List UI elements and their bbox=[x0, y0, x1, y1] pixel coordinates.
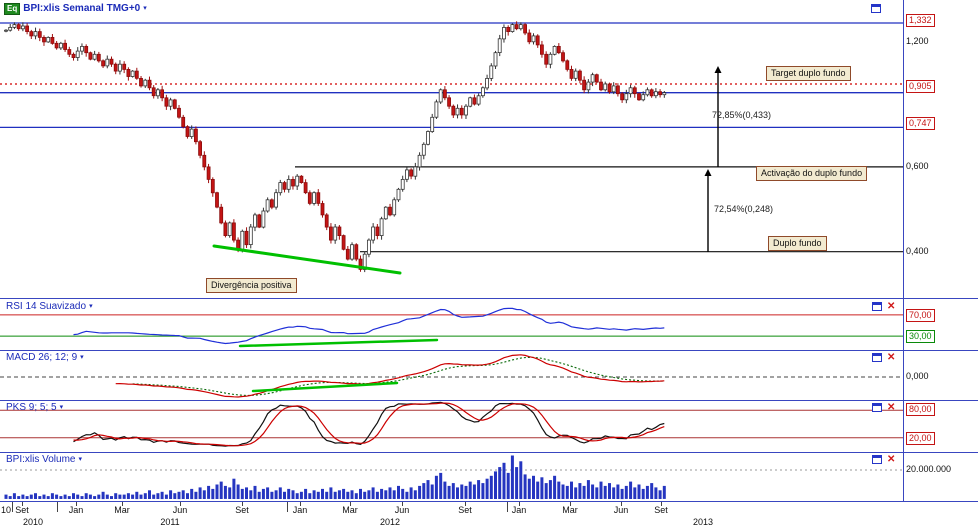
axis-month-label: Mar bbox=[114, 505, 130, 515]
axis-tick bbox=[180, 502, 181, 506]
price-panel-restore-button[interactable] bbox=[871, 4, 881, 13]
scale-label: 0,400 bbox=[906, 246, 929, 256]
chevron-down-icon: ▾ bbox=[80, 354, 84, 361]
rsi-panel-title: RSI 14 Suavizado bbox=[6, 301, 87, 312]
pks-panel-restore-button[interactable] bbox=[872, 403, 882, 412]
candlestick-series bbox=[4, 21, 667, 273]
axis-month-label: Set bbox=[15, 505, 29, 515]
time-axis: 10 Set Jan Mar Jun Set Jan Mar Jun Set Jan Mar Jun Se… bbox=[0, 502, 978, 529]
scale-label: 20,00 bbox=[906, 432, 935, 445]
scale-label: 30,00 bbox=[906, 330, 935, 343]
macd-panel-header[interactable]: MACD 26; 12; 9 ▾ bbox=[6, 352, 84, 364]
axis-month-label: Jan bbox=[511, 505, 527, 515]
axis-month-label: Mar bbox=[342, 505, 358, 515]
axis-month-label: Mar bbox=[562, 505, 578, 515]
annotation-divergence[interactable]: Divergência positiva bbox=[206, 278, 297, 293]
macd-line bbox=[115, 354, 665, 398]
axis-year-label: 2010 bbox=[22, 517, 44, 527]
annotation-fib-lower[interactable]: 72,54%(0,248) bbox=[714, 204, 774, 214]
axis-month-label: Jan bbox=[292, 505, 308, 515]
axis-tick bbox=[570, 502, 571, 506]
scale-label: 1,332 bbox=[906, 14, 935, 27]
pks-panel-header[interactable]: PKS 9; 5; 5 ▾ bbox=[6, 402, 63, 414]
scale-label: 0,600 bbox=[906, 161, 929, 171]
axis-month-label: Jan bbox=[68, 505, 84, 515]
annotation-activation[interactable]: Activação do duplo fundo bbox=[756, 166, 868, 181]
volume-panel-restore-button[interactable] bbox=[872, 455, 882, 464]
pks-panel-close-icon[interactable]: ✕ bbox=[887, 402, 896, 413]
axis-tick bbox=[122, 502, 123, 506]
annotation-double-bottom[interactable]: Duplo fundo bbox=[768, 236, 827, 251]
chevron-down-icon: ▾ bbox=[59, 404, 64, 411]
price-scale-column: 1,332 1,200 0,905 0,747 0,600 0,400 70,00 30,00… bbox=[904, 0, 978, 501]
rsi-panel-close-icon[interactable]: ✕ bbox=[887, 301, 896, 312]
pks-k-line bbox=[73, 401, 665, 447]
axis-month-label: Set bbox=[654, 505, 668, 515]
axis-tick bbox=[22, 502, 23, 506]
price-panel-header[interactable]: Eq BPI:xlis Semanal TMG+0 ▾ bbox=[4, 3, 147, 15]
axis-tick bbox=[76, 502, 77, 506]
volume-panel-close-icon[interactable]: ✕ bbox=[887, 454, 896, 465]
volume-panel-header[interactable]: BPI:xlis Volume ▾ bbox=[6, 454, 82, 466]
axis-month-label: Jun bbox=[613, 505, 629, 515]
axis-tick bbox=[661, 502, 662, 506]
axis-tick bbox=[519, 502, 520, 506]
axis-tick bbox=[465, 502, 466, 506]
rsi-panel-restore-button[interactable] bbox=[872, 302, 882, 311]
axis-year-separator bbox=[57, 502, 58, 512]
scale-label: 20.000.000 bbox=[906, 464, 952, 474]
axis-year-separator bbox=[287, 502, 288, 512]
volume-panel-title: BPI:xlis Volume bbox=[6, 454, 76, 465]
axis-year-label: 2013 bbox=[692, 517, 714, 527]
axis-year-label: 2012 bbox=[379, 517, 401, 527]
axis-tick bbox=[350, 502, 351, 506]
axis-year-label: 2011 bbox=[160, 517, 180, 527]
axis-year-separator bbox=[507, 502, 508, 512]
scale-label: 0,000 bbox=[906, 371, 929, 381]
instrument-type-badge: Eq bbox=[4, 3, 21, 15]
axis-month-label: 10 bbox=[0, 505, 12, 515]
chevron-down-icon: ▾ bbox=[143, 5, 147, 12]
scale-label: 0,747 bbox=[906, 117, 935, 130]
scale-label: 70,00 bbox=[906, 309, 935, 322]
axis-month-label: Set bbox=[235, 505, 249, 515]
axis-tick bbox=[300, 502, 301, 506]
axis-tick bbox=[242, 502, 243, 506]
axis-month-label: Jun bbox=[394, 505, 410, 515]
trendline-annotations[interactable] bbox=[212, 244, 439, 393]
axis-tick bbox=[402, 502, 403, 506]
pks-d-line bbox=[73, 402, 665, 447]
axis-tick bbox=[621, 502, 622, 506]
macd-panel-title: MACD 26; 12; 9 bbox=[6, 352, 78, 363]
axis-month-label: Set bbox=[458, 505, 472, 515]
macd-panel-close-icon[interactable]: ✕ bbox=[887, 352, 896, 363]
chevron-down-icon: ▾ bbox=[89, 303, 93, 310]
axis-month-label: Jun bbox=[172, 505, 188, 515]
axis-year-separator bbox=[12, 502, 13, 512]
pks-panel-title: PKS 9; 5; 5 bbox=[6, 402, 57, 413]
macd-panel-restore-button[interactable] bbox=[872, 353, 882, 362]
scale-label: 80,00 bbox=[906, 403, 935, 416]
scale-label: 0,905 bbox=[906, 80, 935, 93]
macd-signal-line bbox=[132, 356, 665, 396]
rsi-panel-header[interactable]: RSI 14 Suavizado ▾ bbox=[6, 301, 93, 313]
price-panel-title: BPI:xlis Semanal TMG+0 bbox=[23, 3, 141, 14]
chevron-down-icon: ▾ bbox=[78, 456, 82, 463]
annotation-target[interactable]: Target duplo fundo bbox=[766, 66, 851, 81]
arrow-annotations[interactable] bbox=[704, 66, 722, 252]
price-level-lines bbox=[0, 22, 903, 253]
panel-separators bbox=[0, 0, 978, 502]
scale-label: 1,200 bbox=[906, 36, 929, 46]
volume-bars bbox=[4, 455, 666, 500]
rsi-line bbox=[73, 307, 665, 345]
annotation-fib-upper[interactable]: 72,85%(0,433) bbox=[712, 110, 772, 120]
